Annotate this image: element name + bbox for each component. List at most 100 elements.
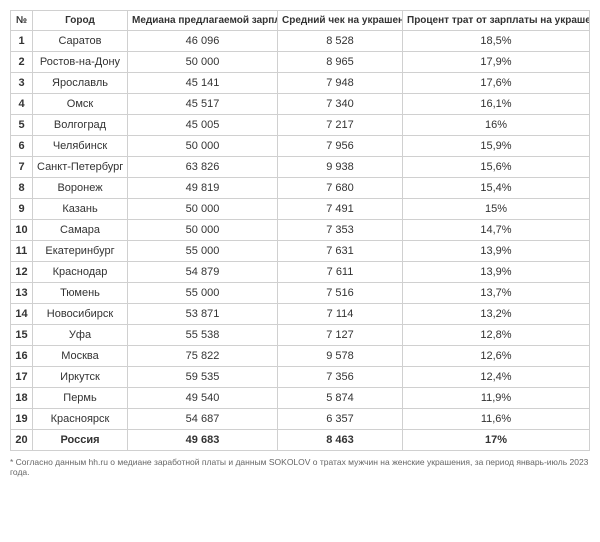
table-row: 9Казань50 0007 49115% xyxy=(11,199,590,220)
cell-check: 8 965 xyxy=(278,52,403,73)
cell-city: Иркутск xyxy=(33,367,128,388)
cell-check: 7 217 xyxy=(278,115,403,136)
table-row: 16Москва75 8229 57812,6% xyxy=(11,346,590,367)
cell-percent: 15,4% xyxy=(403,178,590,199)
cell-num: 3 xyxy=(11,73,33,94)
cell-num: 10 xyxy=(11,220,33,241)
cell-city: Екатеринбург xyxy=(33,241,128,262)
cell-salary: 75 822 xyxy=(128,346,278,367)
cell-num: 9 xyxy=(11,199,33,220)
cell-city: Россия xyxy=(33,430,128,451)
cell-num: 4 xyxy=(11,94,33,115)
cell-num: 18 xyxy=(11,388,33,409)
cell-num: 5 xyxy=(11,115,33,136)
cell-city: Краснодар xyxy=(33,262,128,283)
table-row: 11Екатеринбург55 0007 63113,9% xyxy=(11,241,590,262)
table-row: 3Ярославль45 1417 94817,6% xyxy=(11,73,590,94)
cell-salary: 55 000 xyxy=(128,241,278,262)
table-row: 1Саратов46 0968 52818,5% xyxy=(11,31,590,52)
header-city: Город xyxy=(33,11,128,31)
cell-salary: 45 517 xyxy=(128,94,278,115)
table-row: 17Иркутск59 5357 35612,4% xyxy=(11,367,590,388)
header-check: Средний чек на украшения xyxy=(278,11,403,31)
cell-check: 7 127 xyxy=(278,325,403,346)
cell-check: 8 463 xyxy=(278,430,403,451)
cell-city: Тюмень xyxy=(33,283,128,304)
table-row: 6Челябинск50 0007 95615,9% xyxy=(11,136,590,157)
table-row: 10Самара50 0007 35314,7% xyxy=(11,220,590,241)
cell-check: 9 938 xyxy=(278,157,403,178)
cell-salary: 45 141 xyxy=(128,73,278,94)
cell-city: Волгоград xyxy=(33,115,128,136)
cell-percent: 14,7% xyxy=(403,220,590,241)
cell-num: 8 xyxy=(11,178,33,199)
cell-city: Красноярск xyxy=(33,409,128,430)
cell-percent: 11,6% xyxy=(403,409,590,430)
cell-num: 13 xyxy=(11,283,33,304)
cell-check: 6 357 xyxy=(278,409,403,430)
cell-check: 9 578 xyxy=(278,346,403,367)
cell-percent: 15% xyxy=(403,199,590,220)
table-header-row: № Город Медиана предлагаемой зарплаты Ср… xyxy=(11,11,590,31)
cell-num: 15 xyxy=(11,325,33,346)
table-row: 20Россия49 6838 46317% xyxy=(11,430,590,451)
cell-city: Москва xyxy=(33,346,128,367)
cell-num: 17 xyxy=(11,367,33,388)
cell-percent: 18,5% xyxy=(403,31,590,52)
cell-check: 7 956 xyxy=(278,136,403,157)
cell-salary: 54 879 xyxy=(128,262,278,283)
cell-num: 1 xyxy=(11,31,33,52)
header-num: № xyxy=(11,11,33,31)
cell-salary: 53 871 xyxy=(128,304,278,325)
cell-check: 7 611 xyxy=(278,262,403,283)
cell-percent: 17,9% xyxy=(403,52,590,73)
cell-salary: 49 683 xyxy=(128,430,278,451)
cell-salary: 50 000 xyxy=(128,220,278,241)
cell-city: Самара xyxy=(33,220,128,241)
table-row: 8Воронеж49 8197 68015,4% xyxy=(11,178,590,199)
cell-salary: 50 000 xyxy=(128,136,278,157)
cell-check: 5 874 xyxy=(278,388,403,409)
cell-percent: 13,2% xyxy=(403,304,590,325)
cell-num: 16 xyxy=(11,346,33,367)
cell-percent: 13,7% xyxy=(403,283,590,304)
salary-jewelry-table: № Город Медиана предлагаемой зарплаты Ср… xyxy=(10,10,590,451)
cell-num: 2 xyxy=(11,52,33,73)
cell-percent: 12,6% xyxy=(403,346,590,367)
table-row: 15Уфа55 5387 12712,8% xyxy=(11,325,590,346)
cell-check: 7 680 xyxy=(278,178,403,199)
cell-percent: 11,9% xyxy=(403,388,590,409)
cell-city: Ярославль xyxy=(33,73,128,94)
cell-num: 19 xyxy=(11,409,33,430)
cell-num: 11 xyxy=(11,241,33,262)
cell-num: 12 xyxy=(11,262,33,283)
cell-salary: 46 096 xyxy=(128,31,278,52)
cell-salary: 50 000 xyxy=(128,52,278,73)
cell-percent: 12,4% xyxy=(403,367,590,388)
cell-percent: 15,6% xyxy=(403,157,590,178)
table-row: 2Ростов-на-Дону50 0008 96517,9% xyxy=(11,52,590,73)
cell-check: 7 516 xyxy=(278,283,403,304)
table-row: 4Омск45 5177 34016,1% xyxy=(11,94,590,115)
cell-city: Ростов-на-Дону xyxy=(33,52,128,73)
cell-percent: 13,9% xyxy=(403,241,590,262)
cell-salary: 54 687 xyxy=(128,409,278,430)
table-row: 14Новосибирск53 8717 11413,2% xyxy=(11,304,590,325)
header-percent: Процент трат от зарплаты на украшения xyxy=(403,11,590,31)
table-row: 13Тюмень55 0007 51613,7% xyxy=(11,283,590,304)
cell-percent: 17% xyxy=(403,430,590,451)
cell-num: 7 xyxy=(11,157,33,178)
cell-percent: 12,8% xyxy=(403,325,590,346)
footnote: * Согласно данным hh.ru о медиане зарабо… xyxy=(10,457,590,477)
table-row: 18Пермь49 5405 87411,9% xyxy=(11,388,590,409)
cell-salary: 59 535 xyxy=(128,367,278,388)
cell-percent: 17,6% xyxy=(403,73,590,94)
cell-city: Новосибирск xyxy=(33,304,128,325)
cell-salary: 50 000 xyxy=(128,199,278,220)
cell-check: 7 353 xyxy=(278,220,403,241)
cell-num: 14 xyxy=(11,304,33,325)
cell-check: 7 356 xyxy=(278,367,403,388)
cell-city: Казань xyxy=(33,199,128,220)
cell-salary: 63 826 xyxy=(128,157,278,178)
cell-check: 7 491 xyxy=(278,199,403,220)
